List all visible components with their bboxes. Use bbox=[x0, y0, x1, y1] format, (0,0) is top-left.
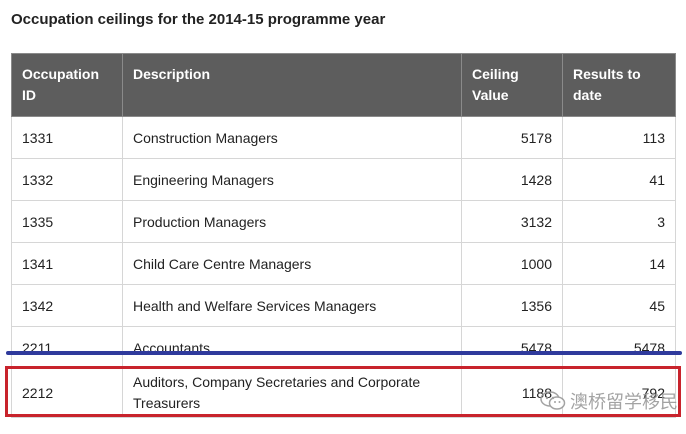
table-row: 1335 Production Managers 3132 3 bbox=[11, 200, 676, 243]
cell-occupation-id: 1341 bbox=[11, 242, 123, 285]
cell-occupation-id: 1332 bbox=[11, 158, 123, 201]
table-row: 1332 Engineering Managers 1428 41 bbox=[11, 158, 676, 201]
table-row: 1342 Health and Welfare Services Manager… bbox=[11, 284, 676, 327]
table-row: 1341 Child Care Centre Managers 1000 14 bbox=[11, 242, 676, 285]
cell-results-to-date: 5478 bbox=[562, 326, 676, 369]
cell-ceiling-value: 5178 bbox=[461, 116, 563, 159]
wechat-icon bbox=[540, 391, 566, 411]
watermark: 澳桥留学移民 bbox=[540, 388, 678, 414]
cell-ceiling-value: 1356 bbox=[461, 284, 563, 327]
cell-occupation-id: 1331 bbox=[11, 116, 123, 159]
table-row: 2211 Accountants 5478 5478 bbox=[11, 326, 676, 369]
watermark-text: 澳桥留学移民 bbox=[570, 392, 678, 412]
cell-description: Production Managers bbox=[122, 200, 462, 243]
cell-results-to-date: 45 bbox=[562, 284, 676, 327]
cell-occupation-id: 2211 bbox=[11, 326, 123, 369]
cell-description: Health and Welfare Services Managers bbox=[122, 284, 462, 327]
red-highlight-box-annotation bbox=[5, 366, 681, 417]
cell-description: Accountants bbox=[122, 326, 462, 369]
header-occupation-id: Occupation ID bbox=[11, 53, 123, 117]
cell-results-to-date: 41 bbox=[562, 158, 676, 201]
cell-description: Auditors, Company Secretaries and Corpor… bbox=[122, 368, 462, 418]
cell-results-to-date: 113 bbox=[562, 116, 676, 159]
cell-description: Child Care Centre Managers bbox=[122, 242, 462, 285]
cell-description: Engineering Managers bbox=[122, 158, 462, 201]
cell-results-to-date: 792 bbox=[562, 368, 676, 418]
cell-description: Construction Managers bbox=[122, 116, 462, 159]
blue-underline-annotation bbox=[6, 351, 682, 355]
cell-occupation-id: 1342 bbox=[11, 284, 123, 327]
header-results-to-date: Results to date bbox=[562, 53, 676, 117]
cell-occupation-id: 2212 bbox=[11, 368, 123, 418]
cell-results-to-date: 14 bbox=[562, 242, 676, 285]
cell-ceiling-value: 3132 bbox=[461, 200, 563, 243]
cell-ceiling-value: 1000 bbox=[461, 242, 563, 285]
table-row: 1331 Construction Managers 5178 113 bbox=[11, 116, 676, 159]
table-caption: Occupation ceilings for the 2014-15 prog… bbox=[11, 11, 386, 28]
header-description: Description bbox=[122, 53, 462, 117]
cell-ceiling-value: 5478 bbox=[461, 326, 563, 369]
cell-results-to-date: 3 bbox=[562, 200, 676, 243]
table-header-row: Occupation ID Description Ceiling Value … bbox=[11, 53, 676, 117]
occupation-ceilings-table: Occupation ID Description Ceiling Value … bbox=[11, 53, 676, 418]
cell-occupation-id: 1335 bbox=[11, 200, 123, 243]
header-ceiling-value: Ceiling Value bbox=[461, 53, 563, 117]
cell-ceiling-value: 1428 bbox=[461, 158, 563, 201]
